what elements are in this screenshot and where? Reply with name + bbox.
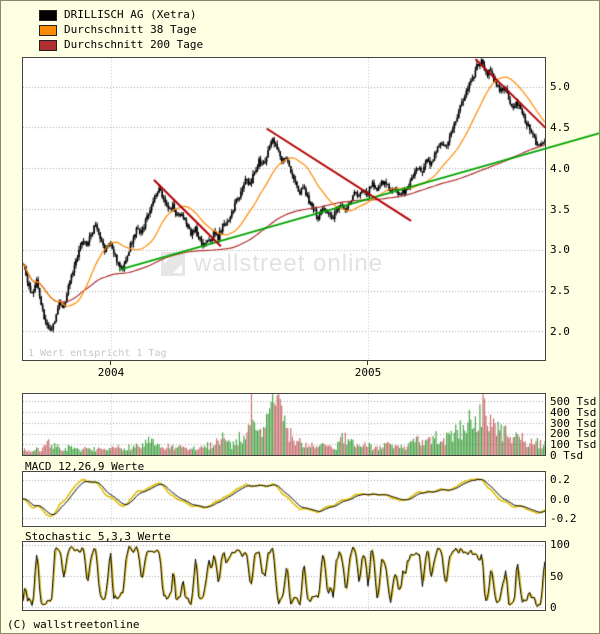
- macd-panel: [22, 471, 546, 527]
- x-tick-2004: [110, 361, 111, 365]
- stoch-tick-label: 0: [550, 601, 557, 614]
- unit-note: 1 Wert entspricht 1 Tag: [28, 348, 167, 359]
- legend-item-ma200: Durchschnitt 200 Tage: [39, 39, 203, 51]
- main-chart-canvas: [23, 58, 545, 360]
- y-tick-label: 2.0: [550, 325, 570, 338]
- stochastic-panel: [22, 541, 546, 611]
- x-tick-label: 2005: [354, 366, 382, 379]
- volume-tick-label: 0 Tsd: [550, 449, 584, 462]
- volume-tick-label: 300 Tsd: [550, 417, 597, 430]
- volume-canvas: [23, 394, 545, 455]
- copyright: (C) wallstreetonline: [7, 618, 140, 631]
- price-panel: wallstreet online: [22, 57, 546, 361]
- volume-tick-label: 100 Tsd: [550, 438, 597, 451]
- stochastic-title: Stochastic 5,3,3 Werte: [25, 530, 171, 543]
- y-tick-label: 4.5: [550, 121, 570, 134]
- macd-tick-label: 0.2: [550, 473, 570, 486]
- y-tick-label: 3.0: [550, 243, 570, 256]
- price-series-swatch: [39, 9, 57, 21]
- y-tick-label: 3.5: [550, 203, 570, 216]
- macd-title: MACD 12,26,9 Werte: [25, 460, 145, 473]
- ma38-label: Durchschnitt 38 Tage: [64, 23, 197, 36]
- ma38-swatch: [39, 24, 57, 36]
- volume-tick-label: 400 Tsd: [550, 406, 597, 419]
- volume-tick-label: 200 Tsd: [550, 427, 597, 440]
- ma200-label: Durchschnitt 200 Tage: [64, 38, 204, 51]
- legend-item-ma38: Durchschnitt 38 Tage: [39, 24, 196, 36]
- legend-item-price: DRILLISCH AG (Xetra): [39, 9, 196, 21]
- stoch-tick-label: 100: [550, 538, 570, 551]
- y-tick-label: 2.5: [550, 284, 570, 297]
- x-tick-2005: [367, 361, 368, 365]
- ma200-swatch: [39, 39, 57, 51]
- macd-canvas: [23, 472, 545, 526]
- stochastic-canvas: [23, 542, 545, 610]
- volume-panel: [22, 393, 546, 456]
- stoch-tick-label: 50: [550, 570, 564, 583]
- macd-tick-label: 0.0: [550, 493, 570, 506]
- y-tick-label: 5.0: [550, 80, 570, 93]
- volume-tick-label: 500 Tsd: [550, 395, 597, 408]
- x-tick-label: 2004: [97, 366, 125, 379]
- y-tick-label: 4.0: [550, 162, 570, 175]
- macd-tick-label: -0.2: [550, 512, 577, 525]
- price-series-label: DRILLISCH AG (Xetra): [64, 8, 197, 21]
